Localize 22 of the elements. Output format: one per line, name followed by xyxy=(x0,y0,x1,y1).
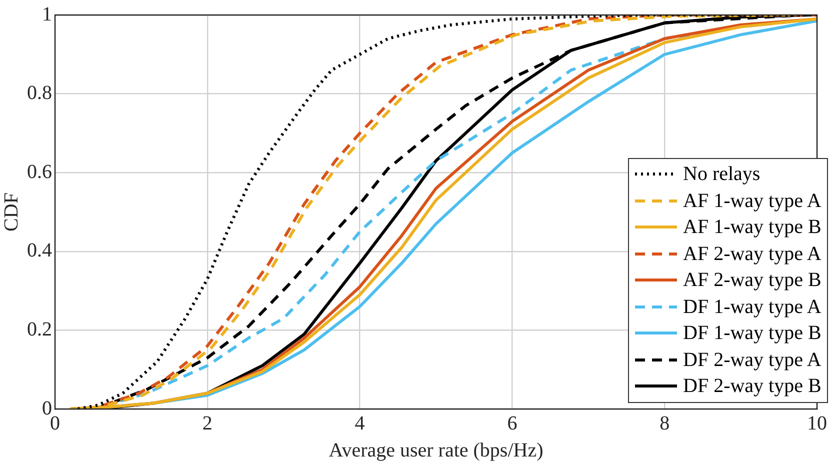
x-tick-label: 10 xyxy=(807,412,827,434)
x-axis-title: Average user rate (bps/Hz) xyxy=(328,439,544,462)
x-tick-label: 6 xyxy=(507,412,518,434)
legend-label: AF 2-way type A xyxy=(683,242,822,266)
x-tick-label: 2 xyxy=(202,412,212,434)
legend-label: AF 1-way type B xyxy=(683,215,822,240)
legend-label: DF 2-way type B xyxy=(683,374,822,399)
x-tick-label: 4 xyxy=(354,412,365,434)
y-tick-label: 0 xyxy=(42,397,52,420)
y-tick-label: 0.2 xyxy=(27,318,52,340)
y-tick-label: 1 xyxy=(42,3,52,26)
y-tick-label: 0.4 xyxy=(27,240,52,262)
legend-label: AF 2-way type B xyxy=(683,268,822,293)
legend-label: No relays xyxy=(683,162,760,187)
legend-label: AF 1-way type A xyxy=(683,188,822,214)
legend-label: DF 2-way type A xyxy=(683,348,822,372)
legend-label: DF 1-way type A xyxy=(683,294,822,320)
x-tick-label: 8 xyxy=(660,412,670,434)
y-axis-title: CDF xyxy=(0,192,22,232)
y-tick-label: 0.6 xyxy=(27,160,52,183)
y-tick-label: 0.8 xyxy=(27,82,52,104)
legend-label: DF 1-way type B xyxy=(683,321,822,346)
